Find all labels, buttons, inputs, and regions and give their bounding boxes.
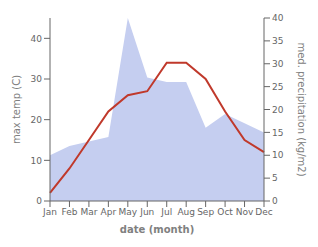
- svg-text:0: 0: [272, 196, 278, 206]
- svg-text:10: 10: [31, 156, 43, 166]
- svg-text:Jan: Jan: [42, 207, 57, 217]
- svg-text:Apr: Apr: [101, 207, 117, 217]
- svg-text:40: 40: [272, 13, 284, 23]
- svg-text:Jul: Jul: [160, 207, 172, 217]
- svg-text:30: 30: [272, 59, 284, 69]
- svg-text:Oct: Oct: [217, 207, 233, 217]
- svg-text:40: 40: [31, 34, 43, 44]
- svg-text:15: 15: [272, 128, 283, 138]
- svg-text:0: 0: [36, 196, 42, 206]
- svg-text:Nov: Nov: [236, 207, 254, 217]
- svg-text:10: 10: [272, 150, 284, 160]
- svg-text:20: 20: [31, 115, 43, 125]
- svg-text:May: May: [119, 207, 138, 217]
- svg-text:25: 25: [272, 82, 283, 92]
- svg-text:5: 5: [272, 173, 278, 183]
- svg-text:Jun: Jun: [139, 207, 154, 217]
- svg-text:Sep: Sep: [197, 207, 214, 217]
- svg-text:20: 20: [272, 105, 284, 115]
- svg-text:date (month): date (month): [120, 224, 194, 235]
- svg-text:max temp (C): max temp (C): [11, 75, 22, 144]
- svg-text:Feb: Feb: [61, 207, 77, 217]
- svg-text:Dec: Dec: [255, 207, 272, 217]
- svg-text:med. precipitation (kg/m2): med. precipitation (kg/m2): [296, 42, 307, 176]
- svg-text:Aug: Aug: [177, 207, 195, 217]
- svg-text:Mar: Mar: [80, 207, 97, 217]
- svg-text:35: 35: [272, 36, 283, 46]
- svg-text:30: 30: [31, 74, 43, 84]
